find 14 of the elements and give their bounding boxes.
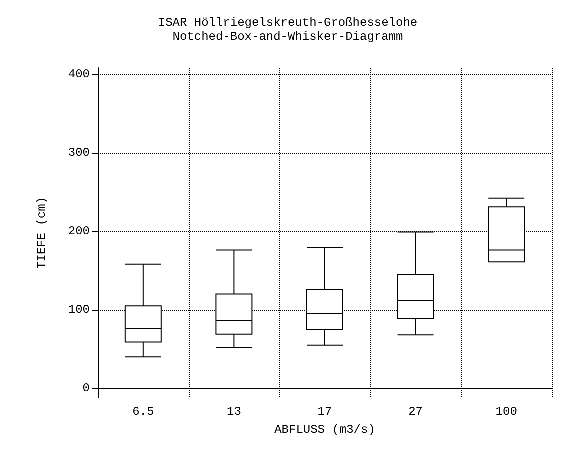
x-tick-label: 100 — [496, 405, 518, 419]
y-tick-label: 400 — [68, 67, 90, 82]
x-tick-label: 17 — [318, 405, 332, 419]
y-axis-title: TIEFE (cm) — [35, 196, 49, 270]
y-tick-label: 0 — [82, 382, 90, 396]
y-tick-label: 100 — [68, 303, 90, 317]
y-tick-label: 300 — [68, 146, 90, 160]
chart-title: ISAR Höllriegelskreuth-Großhesselohe — [158, 16, 418, 30]
chart-subtitle: Notched-Box-and-Whisker-Diagramm — [172, 30, 404, 44]
x-tick-label: 27 — [408, 405, 424, 419]
x-tick-label: 13 — [226, 405, 242, 419]
x-axis-title: ABFLUSS (m3/s) — [274, 423, 376, 437]
x-tick-label: 6.5 — [132, 405, 154, 419]
y-tick-label: 200 — [68, 224, 90, 238]
